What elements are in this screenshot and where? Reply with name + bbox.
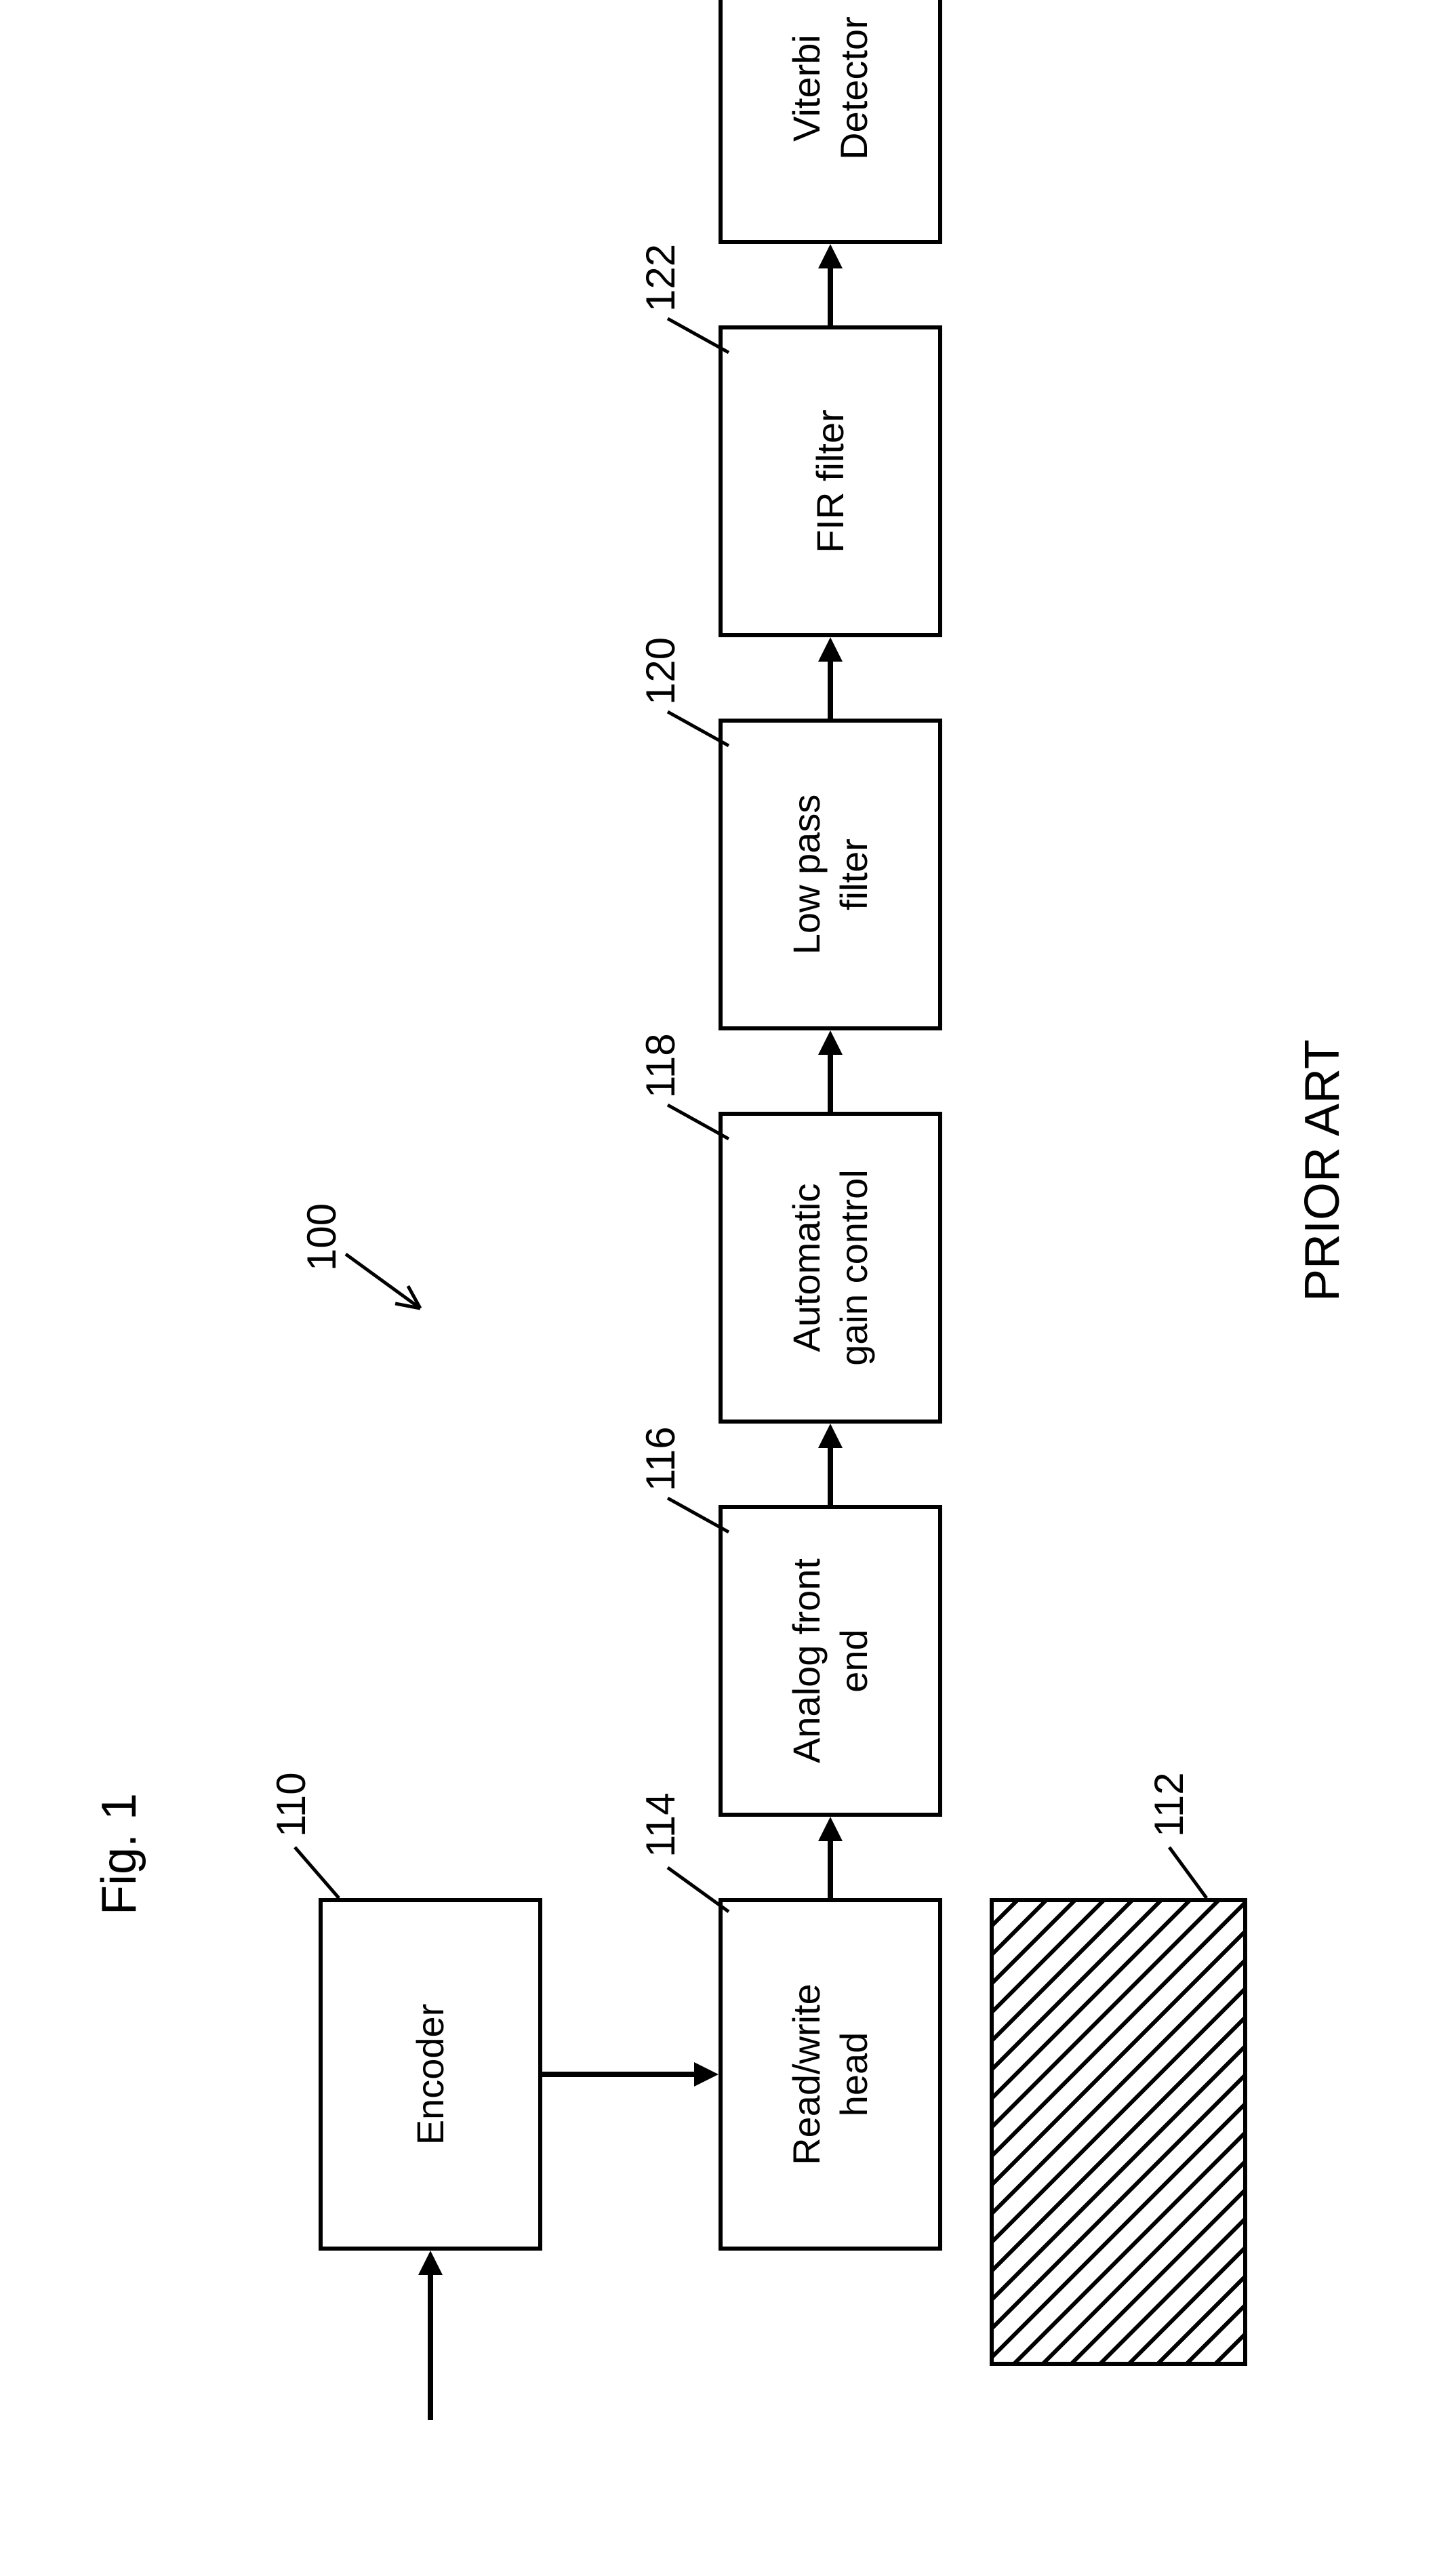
- rw-head-label: Read/writehead: [783, 1984, 878, 2165]
- arrow-head-icon: [818, 1030, 843, 1055]
- ref-encoder: 110: [268, 1772, 315, 1837]
- fir-box: FIR filter: [719, 325, 942, 637]
- ref-system: 100: [298, 1203, 345, 1271]
- arrow-head-icon: [818, 637, 843, 662]
- rw-head-box: Read/writehead: [719, 1898, 942, 2251]
- agc-label: Automaticgain control: [783, 1169, 878, 1366]
- viterbi-box: ViterbiDetector: [719, 0, 942, 244]
- afe-label: Analog frontend: [783, 1558, 878, 1763]
- arrow-line: [542, 2072, 694, 2077]
- arrow-head-icon: [818, 1817, 843, 1841]
- arrow-line: [428, 2275, 433, 2420]
- encoder-box: Encoder: [319, 1898, 542, 2251]
- arrow-line: [828, 1841, 833, 1898]
- ref-fir: 122: [637, 244, 684, 312]
- arrow-head-icon: [818, 1424, 843, 1448]
- arrow-line: [828, 1055, 833, 1112]
- arrow-line: [828, 662, 833, 719]
- figure-title: Fig. 1: [92, 1793, 147, 1915]
- prior-art-label: PRIOR ART: [1295, 1039, 1350, 1302]
- lpf-box: Low passfilter: [719, 719, 942, 1030]
- afe-box: Analog frontend: [719, 1505, 942, 1817]
- arrow-head-icon: [418, 2251, 443, 2275]
- agc-box: Automaticgain control: [719, 1112, 942, 1424]
- media-box: [990, 1898, 1247, 2366]
- lpf-label: Low passfilter: [783, 794, 878, 955]
- viterbi-label: ViterbiDetector: [783, 16, 878, 160]
- ref-afe: 116: [637, 1426, 684, 1491]
- arrow-head-icon: [694, 2062, 719, 2087]
- encoder-label: Encoder: [407, 2004, 454, 2146]
- ref-rw-head: 114: [637, 1792, 684, 1857]
- ref-lpf: 120: [637, 637, 684, 705]
- arrow-head-icon: [818, 244, 843, 268]
- diagram-stage: Fig. 1 PRIOR ART 100 Encoder 110 Read/wr…: [0, 0, 1435, 2576]
- arrow-line: [828, 1448, 833, 1505]
- ref-agc: 118: [637, 1033, 684, 1098]
- arrow-line: [828, 268, 833, 325]
- fir-label: FIR filter: [807, 409, 854, 553]
- ref-media: 112: [1146, 1772, 1192, 1837]
